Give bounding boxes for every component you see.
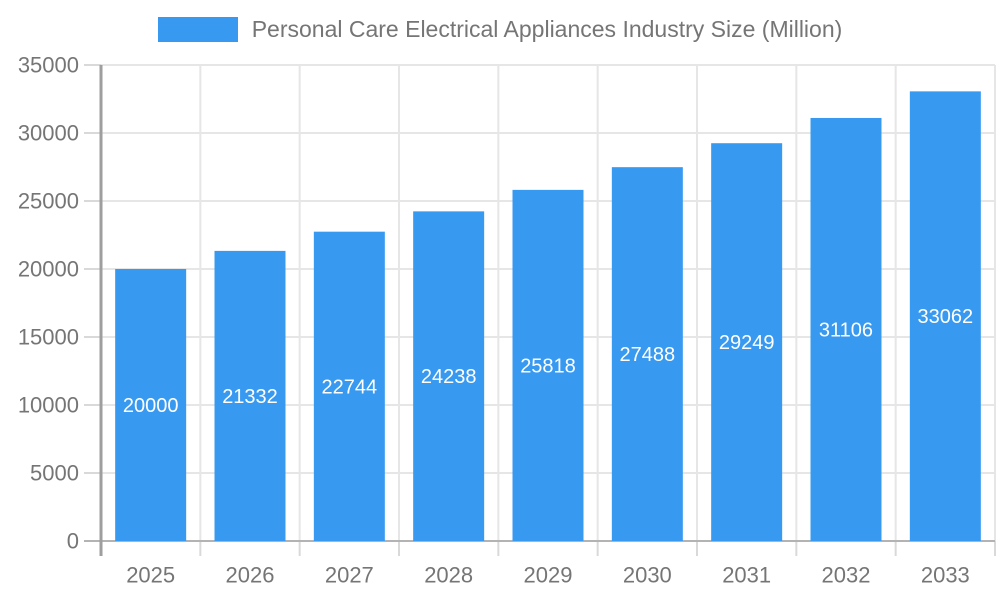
- x-axis-label: 2033: [921, 563, 970, 588]
- bar-value-label: 31106: [819, 319, 873, 341]
- y-axis-label: 0: [67, 529, 79, 554]
- x-axis-label: 2032: [822, 563, 871, 588]
- chart-title: Personal Care Electrical Appliances Indu…: [251, 16, 843, 42]
- x-axis-label: 2027: [325, 563, 374, 588]
- bar-value-label: 22744: [322, 376, 378, 398]
- bar-2025[interactable]: [115, 269, 187, 541]
- y-axis-label: 25000: [18, 189, 79, 214]
- bar-2026[interactable]: [214, 250, 286, 541]
- x-axis-label: 2028: [424, 563, 473, 588]
- bar-2027[interactable]: [313, 231, 385, 542]
- x-axis-label: 2026: [226, 563, 275, 588]
- x-axis-label: 2031: [722, 563, 771, 588]
- x-axis-label: 2025: [126, 563, 175, 588]
- bar-2028[interactable]: [413, 211, 485, 541]
- y-axis-label: 15000: [18, 325, 79, 350]
- bar-2029[interactable]: [512, 189, 584, 542]
- legend-swatch[interactable]: [157, 17, 238, 42]
- x-axis-label: 2029: [524, 563, 573, 588]
- bar-value-label: 24238: [421, 366, 477, 388]
- bar-2030[interactable]: [611, 167, 683, 541]
- y-axis-label: 30000: [18, 121, 79, 146]
- y-axis-label: 35000: [18, 53, 79, 78]
- y-axis-label: 20000: [18, 257, 79, 282]
- chart-legend: Personal Care Electrical Appliances Indu…: [0, 16, 1000, 43]
- bar-2033[interactable]: [909, 91, 981, 541]
- bar-value-label: 25818: [520, 355, 576, 377]
- bar-value-label: 20000: [123, 395, 179, 417]
- y-axis-label: 5000: [30, 461, 79, 486]
- bar-value-label: 33062: [918, 306, 974, 328]
- bar-2031[interactable]: [711, 143, 783, 541]
- bar-value-label: 29249: [719, 332, 775, 354]
- bar-value-label: 21332: [222, 386, 278, 408]
- y-axis-label: 10000: [18, 393, 79, 418]
- x-axis-label: 2030: [623, 563, 672, 588]
- bar-2032[interactable]: [810, 117, 882, 541]
- bar-value-label: 27488: [620, 344, 676, 366]
